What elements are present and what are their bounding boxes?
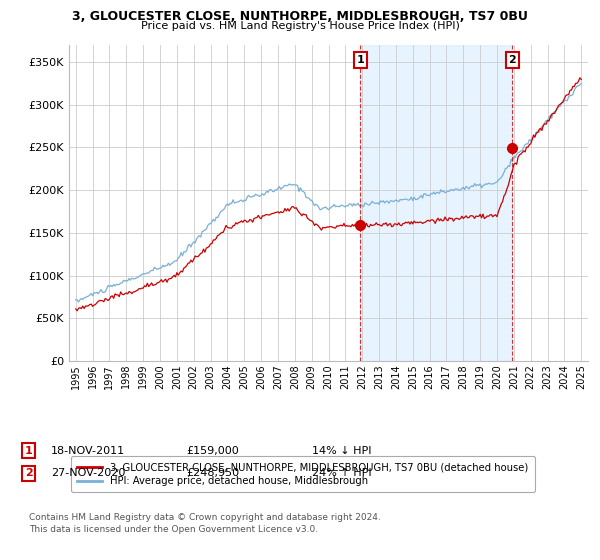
- Text: 1: 1: [25, 446, 32, 456]
- Legend: 3, GLOUCESTER CLOSE, NUNTHORPE, MIDDLESBROUGH, TS7 0BU (detached house), HPI: Av: 3, GLOUCESTER CLOSE, NUNTHORPE, MIDDLESB…: [71, 456, 535, 492]
- Text: Contains HM Land Registry data © Crown copyright and database right 2024.
This d: Contains HM Land Registry data © Crown c…: [29, 513, 380, 534]
- Text: 2: 2: [25, 468, 32, 478]
- Text: £159,000: £159,000: [186, 446, 239, 456]
- Text: 14% ↓ HPI: 14% ↓ HPI: [312, 446, 371, 456]
- Text: 24% ↑ HPI: 24% ↑ HPI: [312, 468, 371, 478]
- Text: £248,950: £248,950: [186, 468, 239, 478]
- Text: 2: 2: [508, 55, 516, 65]
- Text: 18-NOV-2011: 18-NOV-2011: [51, 446, 125, 456]
- Text: 3, GLOUCESTER CLOSE, NUNTHORPE, MIDDLESBROUGH, TS7 0BU: 3, GLOUCESTER CLOSE, NUNTHORPE, MIDDLESB…: [72, 10, 528, 22]
- Bar: [360, 45, 512, 361]
- Text: Price paid vs. HM Land Registry's House Price Index (HPI): Price paid vs. HM Land Registry's House …: [140, 21, 460, 31]
- Text: 27-NOV-2020: 27-NOV-2020: [51, 468, 125, 478]
- Text: 1: 1: [356, 55, 364, 65]
